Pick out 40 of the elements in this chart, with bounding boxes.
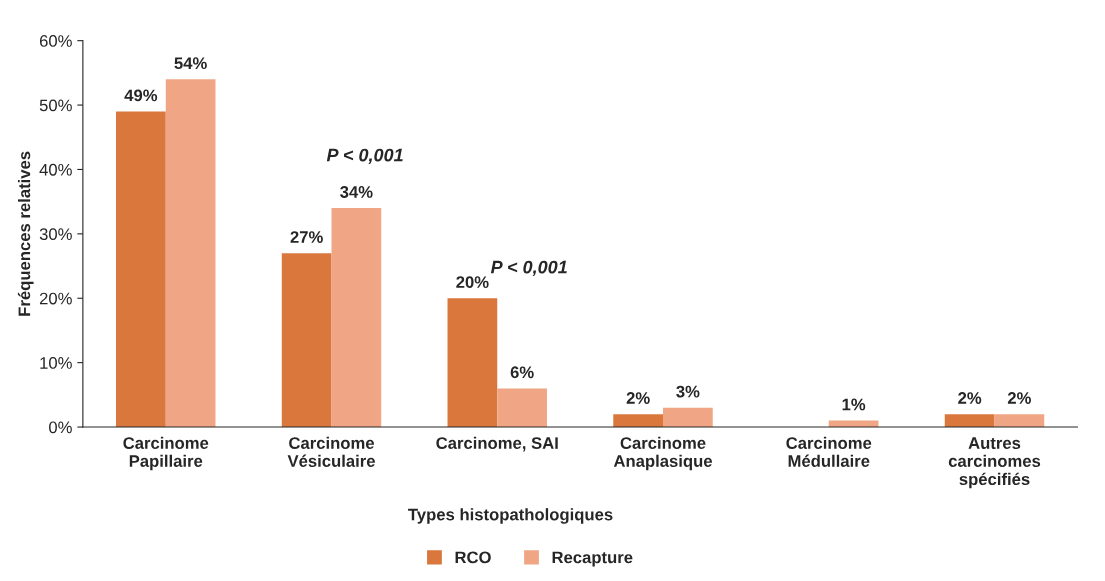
y-axis-title: Fréquences relatives xyxy=(17,151,34,316)
legend-label: Recapture xyxy=(552,551,633,567)
y-tick-label: 0% xyxy=(49,421,72,434)
bar xyxy=(165,79,216,428)
bar xyxy=(497,388,547,428)
x-tick-label: Autres carcinomes spécifiés xyxy=(948,437,1041,489)
x-axis-title: Types histopathologiques xyxy=(408,508,613,524)
y-tick-label: 40% xyxy=(39,163,72,176)
data-label: 20% xyxy=(456,276,489,289)
y-tick-label: 10% xyxy=(40,357,72,369)
bar xyxy=(944,414,995,428)
x-tick-label: Carcinome, SAI xyxy=(436,436,558,452)
legend-label: RCO xyxy=(455,551,491,564)
annotation: P < 0,001 xyxy=(490,260,567,277)
data-label: 6% xyxy=(510,366,534,379)
data-label: 54% xyxy=(174,57,207,70)
y-tick-label: 20% xyxy=(39,292,72,305)
data-label: 2% xyxy=(626,392,650,404)
y-tick-label: 30% xyxy=(39,228,72,241)
bar xyxy=(994,414,1045,428)
data-label: 2% xyxy=(958,392,982,404)
bar xyxy=(281,253,332,428)
data-label: 3% xyxy=(676,385,700,398)
x-tick-label: Carcinome Anaplasique xyxy=(613,436,712,471)
bar xyxy=(663,407,713,428)
bar xyxy=(116,111,166,428)
data-label: 49% xyxy=(124,89,158,102)
x-tick-label: Carcinome Papillaire xyxy=(123,436,209,471)
data-label: 1% xyxy=(842,398,866,411)
bar xyxy=(447,298,498,428)
bar xyxy=(331,208,382,428)
x-tick-label: Carcinome Vésiculaire xyxy=(287,436,375,467)
data-label: 27% xyxy=(290,231,323,243)
annotation: P < 0,001 xyxy=(326,148,403,165)
y-tick-label: 50% xyxy=(39,99,72,112)
x-tick-label: Carcinome Médullaire xyxy=(786,436,872,467)
bar xyxy=(613,414,663,428)
data-label: 2% xyxy=(1007,392,1031,404)
y-tick-label: 60% xyxy=(39,35,72,47)
data-label: 34% xyxy=(340,186,373,198)
